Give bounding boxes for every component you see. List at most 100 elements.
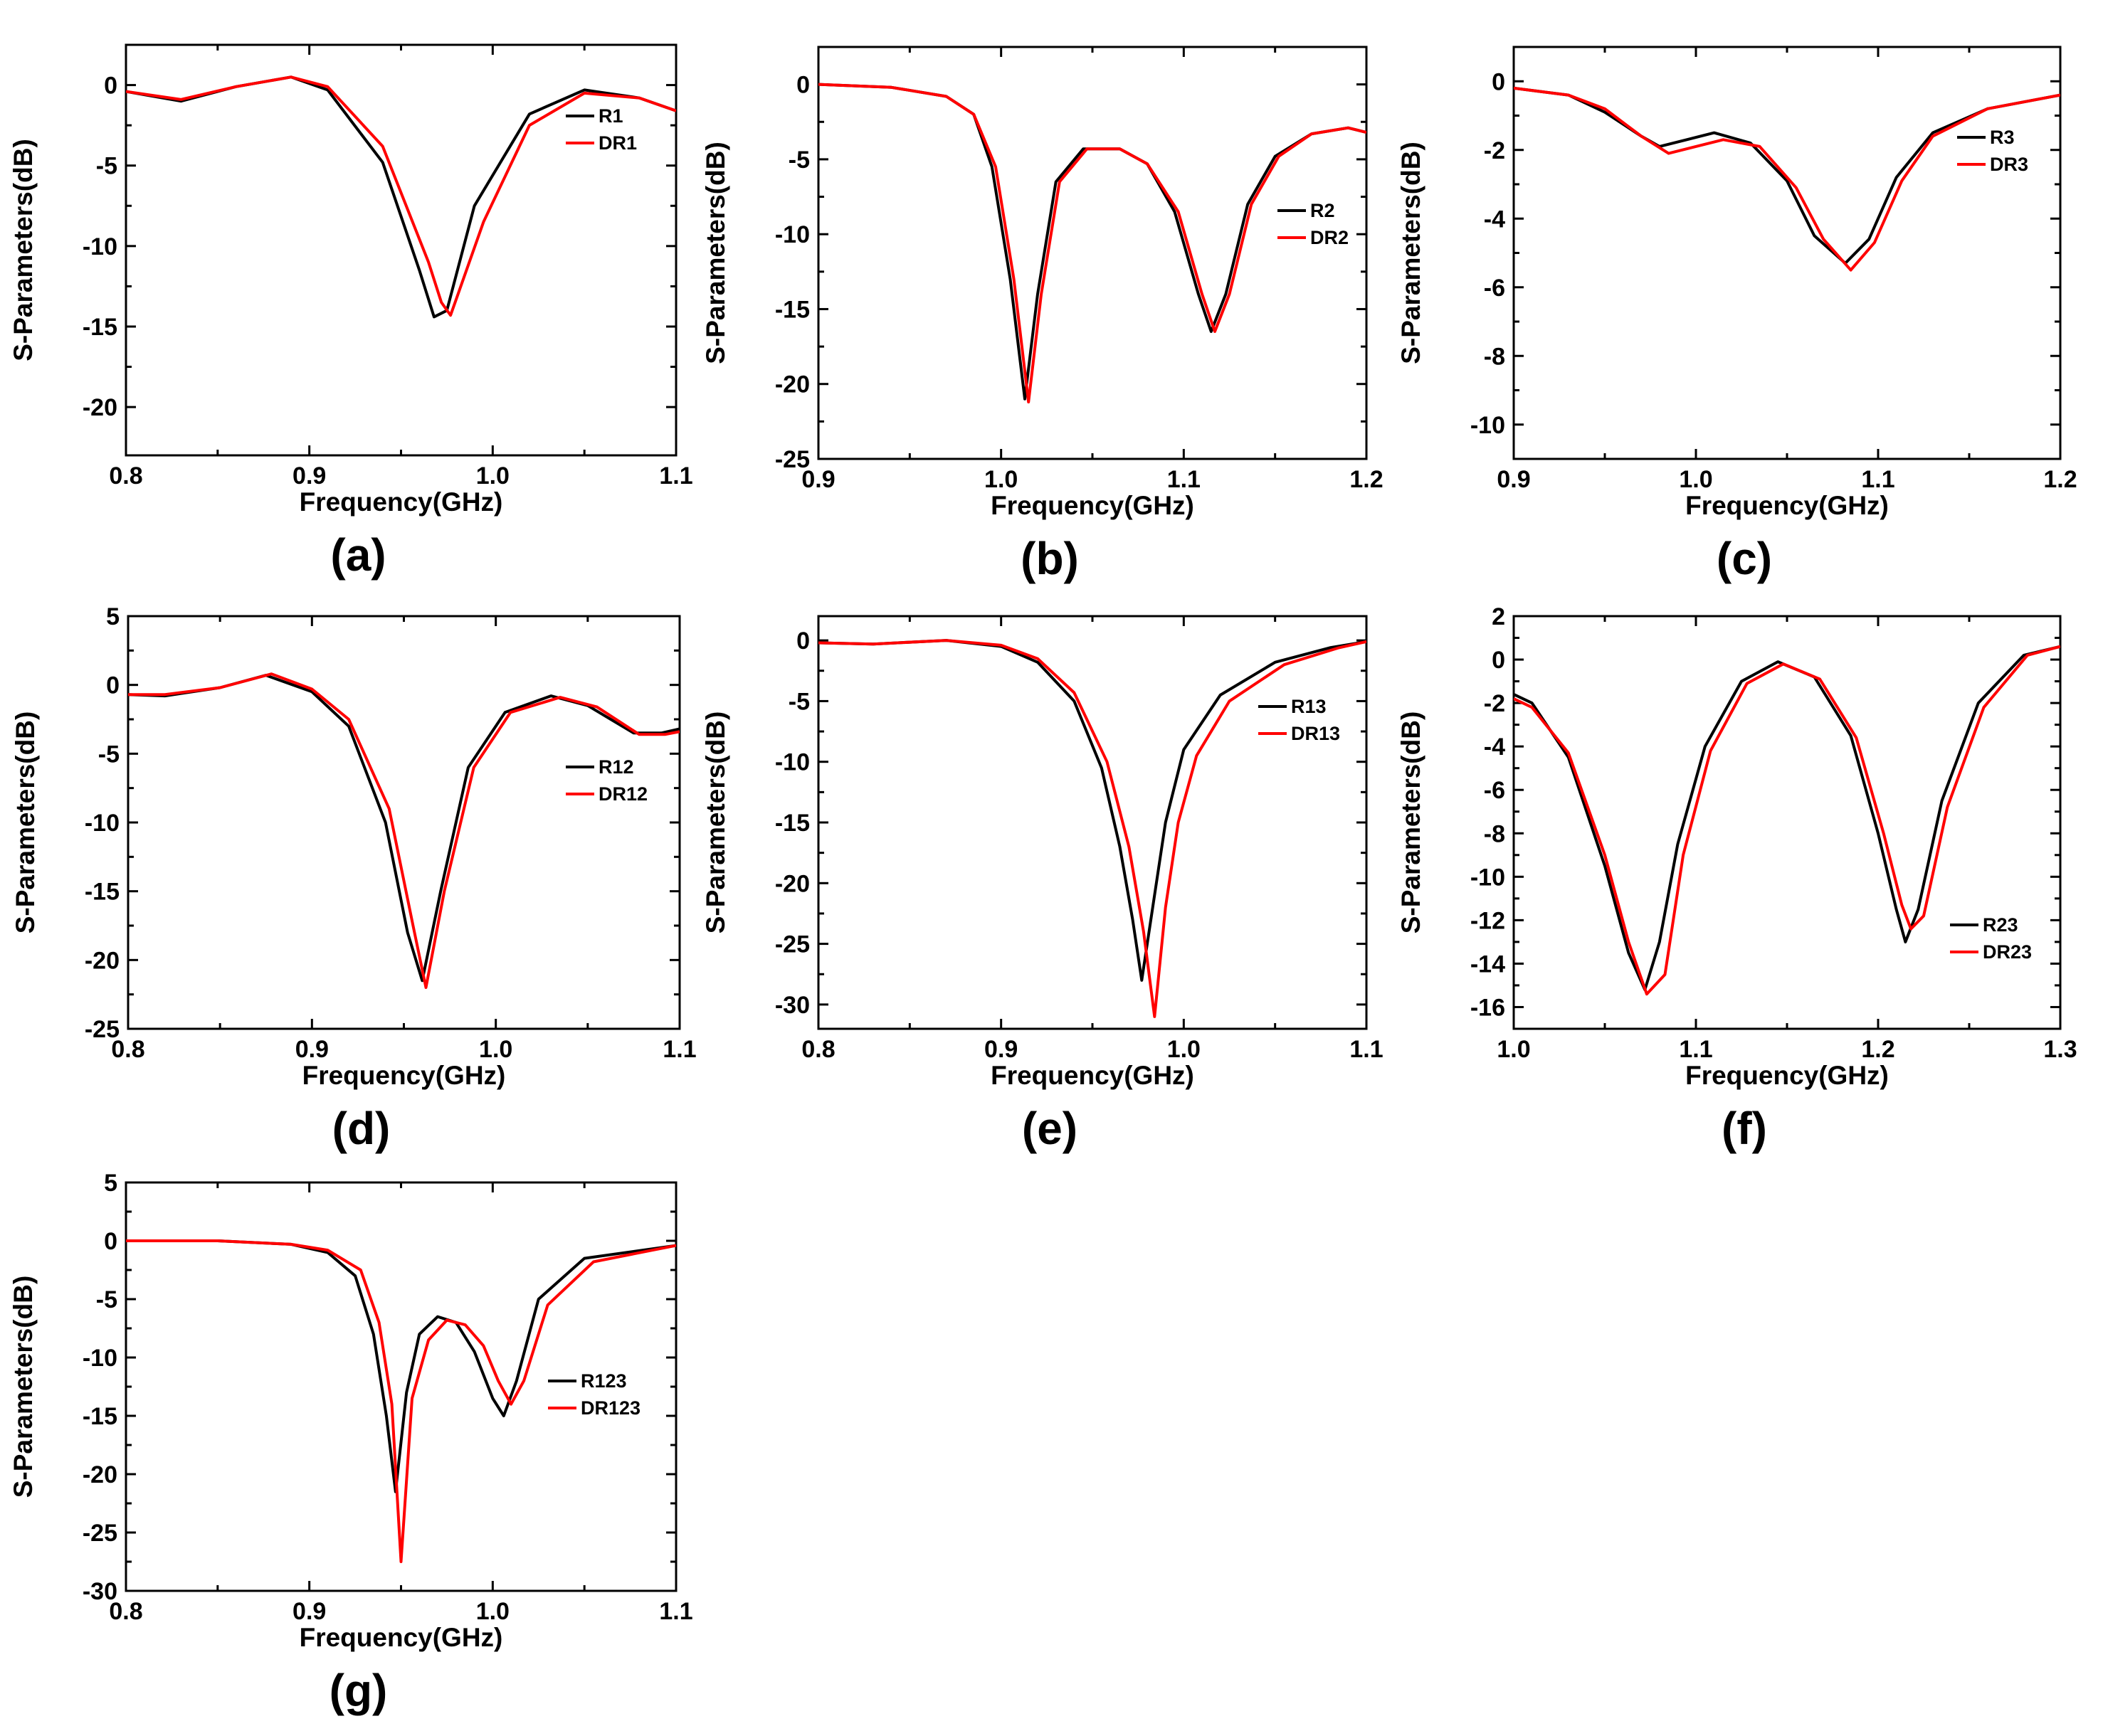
y-tick-label: -15	[83, 1403, 117, 1430]
y-tick-label: -6	[1484, 275, 1505, 302]
y-tick-label: -6	[1484, 777, 1505, 804]
y-axis-title: S-Parameters(dB)	[701, 142, 730, 364]
x-tick-label: 1.1	[1167, 466, 1201, 493]
y-tick-label: -20	[775, 870, 810, 897]
x-tick-label: 1.1	[1349, 1036, 1383, 1063]
panel-label: (g)	[330, 1665, 388, 1716]
x-tick-label: 1.2	[2043, 466, 2077, 493]
panel-label: (c)	[1717, 533, 1772, 584]
y-axis-title: S-Parameters(dB)	[11, 711, 40, 934]
x-tick-label: 1.1	[1679, 1036, 1712, 1063]
legend-label: R2	[1310, 200, 1335, 221]
y-tick-label: -4	[1484, 734, 1505, 761]
legend-label: DR23	[1983, 941, 2032, 963]
legend: R13 DR13	[1258, 696, 1340, 744]
x-tick-label: 0.9	[984, 1036, 1018, 1063]
series-line-dr23	[1514, 645, 2060, 996]
chart-panel: 0.9 1.0 1.1 1.2 -10 -8 -6 -4 -2 0 Frequency(GHz) S-…	[1396, 46, 2077, 584]
y-tick-label: -20	[83, 1461, 117, 1488]
y-tick-label: 5	[104, 1170, 117, 1197]
y-axis-title: S-Parameters(dB)	[1396, 142, 1425, 364]
legend-label: DR123	[581, 1397, 641, 1419]
y-tick-label: -10	[1470, 864, 1505, 891]
y-tick-label: -20	[83, 394, 117, 421]
y-tick-label: -8	[1484, 343, 1505, 370]
panel-label: (a)	[330, 529, 386, 581]
y-tick-label: -5	[98, 741, 120, 768]
y-tick-label: -16	[1470, 994, 1505, 1021]
y-tick-label: -10	[83, 233, 117, 260]
series-line-r23	[1514, 645, 2060, 992]
x-tick-label: 1.2	[1349, 466, 1383, 493]
y-tick-label: -5	[96, 153, 117, 180]
y-tick-label: -2	[1484, 137, 1505, 164]
x-tick-label: 1.0	[476, 462, 510, 489]
series-line-dr13	[818, 639, 1366, 1018]
y-tick-label: 0	[1492, 647, 1505, 674]
y-tick-label: 2	[1492, 603, 1505, 630]
y-tick-label: 0	[106, 672, 120, 699]
panel-label: (b)	[1021, 533, 1079, 584]
y-tick-label: -30	[775, 992, 810, 1019]
y-axis-title: S-Parameters(dB)	[701, 711, 730, 934]
legend-label: R12	[599, 756, 634, 778]
y-tick-label: 0	[796, 72, 810, 99]
y-tick-label: -12	[1470, 907, 1505, 934]
x-axis-title: Frequency(GHz)	[300, 487, 503, 517]
x-tick-label: 1.2	[1861, 1036, 1894, 1063]
y-tick-label: 5	[106, 603, 120, 630]
x-axis-title: Frequency(GHz)	[1685, 491, 1889, 520]
panel-label: (d)	[332, 1103, 391, 1154]
y-tick-label: -25	[83, 1520, 117, 1547]
x-axis-title: Frequency(GHz)	[991, 491, 1194, 520]
x-tick-label: 0.9	[292, 462, 326, 489]
y-tick-label: -15	[775, 296, 810, 323]
x-tick-label: 0.9	[801, 466, 835, 493]
y-axis-title: S-Parameters(dB)	[9, 1276, 38, 1498]
x-tick-label: 0.9	[295, 1036, 329, 1063]
chart-panel: 0.8 0.9 1.0 1.1 -25 -20 -15 -10 -5 0 5 Frequency(GH…	[11, 603, 697, 1154]
y-axis-title: S-Parameters(dB)	[1396, 711, 1425, 934]
y-tick-label: -5	[789, 688, 810, 715]
legend-label: DR13	[1291, 723, 1340, 744]
series-line-dr3	[1514, 86, 2060, 272]
chart-panel: 0.8 0.9 1.0 1.1 -30 -25 -20 -15 -10 -5 0 5 Frequency…	[9, 1170, 693, 1716]
y-tick-label: -5	[96, 1286, 117, 1313]
series-line-r123	[126, 1239, 676, 1493]
legend-label: R3	[1990, 127, 2015, 148]
legend-label: R1	[599, 105, 623, 127]
y-tick-label: -10	[775, 221, 810, 248]
x-axis-title: Frequency(GHz)	[1685, 1061, 1889, 1090]
y-tick-label: -10	[83, 1345, 117, 1372]
y-tick-label: -2	[1484, 690, 1505, 717]
series-line-dr12	[128, 672, 680, 989]
x-tick-label: 0.9	[1497, 466, 1530, 493]
x-tick-label: 1.0	[1497, 1036, 1530, 1063]
series-line-dr123	[126, 1239, 676, 1563]
legend-label: R13	[1291, 696, 1327, 717]
x-tick-label: 1.1	[1861, 466, 1894, 493]
y-tick-label: 0	[104, 1228, 117, 1255]
x-tick-label: 0.9	[292, 1598, 326, 1625]
y-tick-label: -5	[789, 147, 810, 174]
x-tick-label: 1.0	[479, 1036, 512, 1063]
x-tick-label: 1.0	[1167, 1036, 1201, 1063]
x-tick-label: 0.8	[109, 1598, 142, 1625]
legend-label: DR12	[599, 783, 648, 805]
x-axis-title: Frequency(GHz)	[991, 1061, 1194, 1090]
y-tick-label: 0	[104, 73, 117, 100]
y-tick-label: -15	[83, 314, 117, 341]
y-tick-label: -10	[85, 810, 120, 837]
legend-label: DR3	[1990, 154, 2028, 175]
x-tick-label: 1.1	[663, 1036, 696, 1063]
x-tick-label: 1.0	[1679, 466, 1712, 493]
y-tick-label: -4	[1484, 206, 1505, 233]
y-tick-label: -14	[1470, 951, 1505, 978]
chart-panel: 0.8 0.9 1.0 1.1 -30 -25 -20 -15 -10 -5 0 Frequency(…	[701, 615, 1383, 1154]
legend: R123 DR123	[548, 1370, 641, 1419]
y-tick-label: -25	[775, 931, 810, 958]
